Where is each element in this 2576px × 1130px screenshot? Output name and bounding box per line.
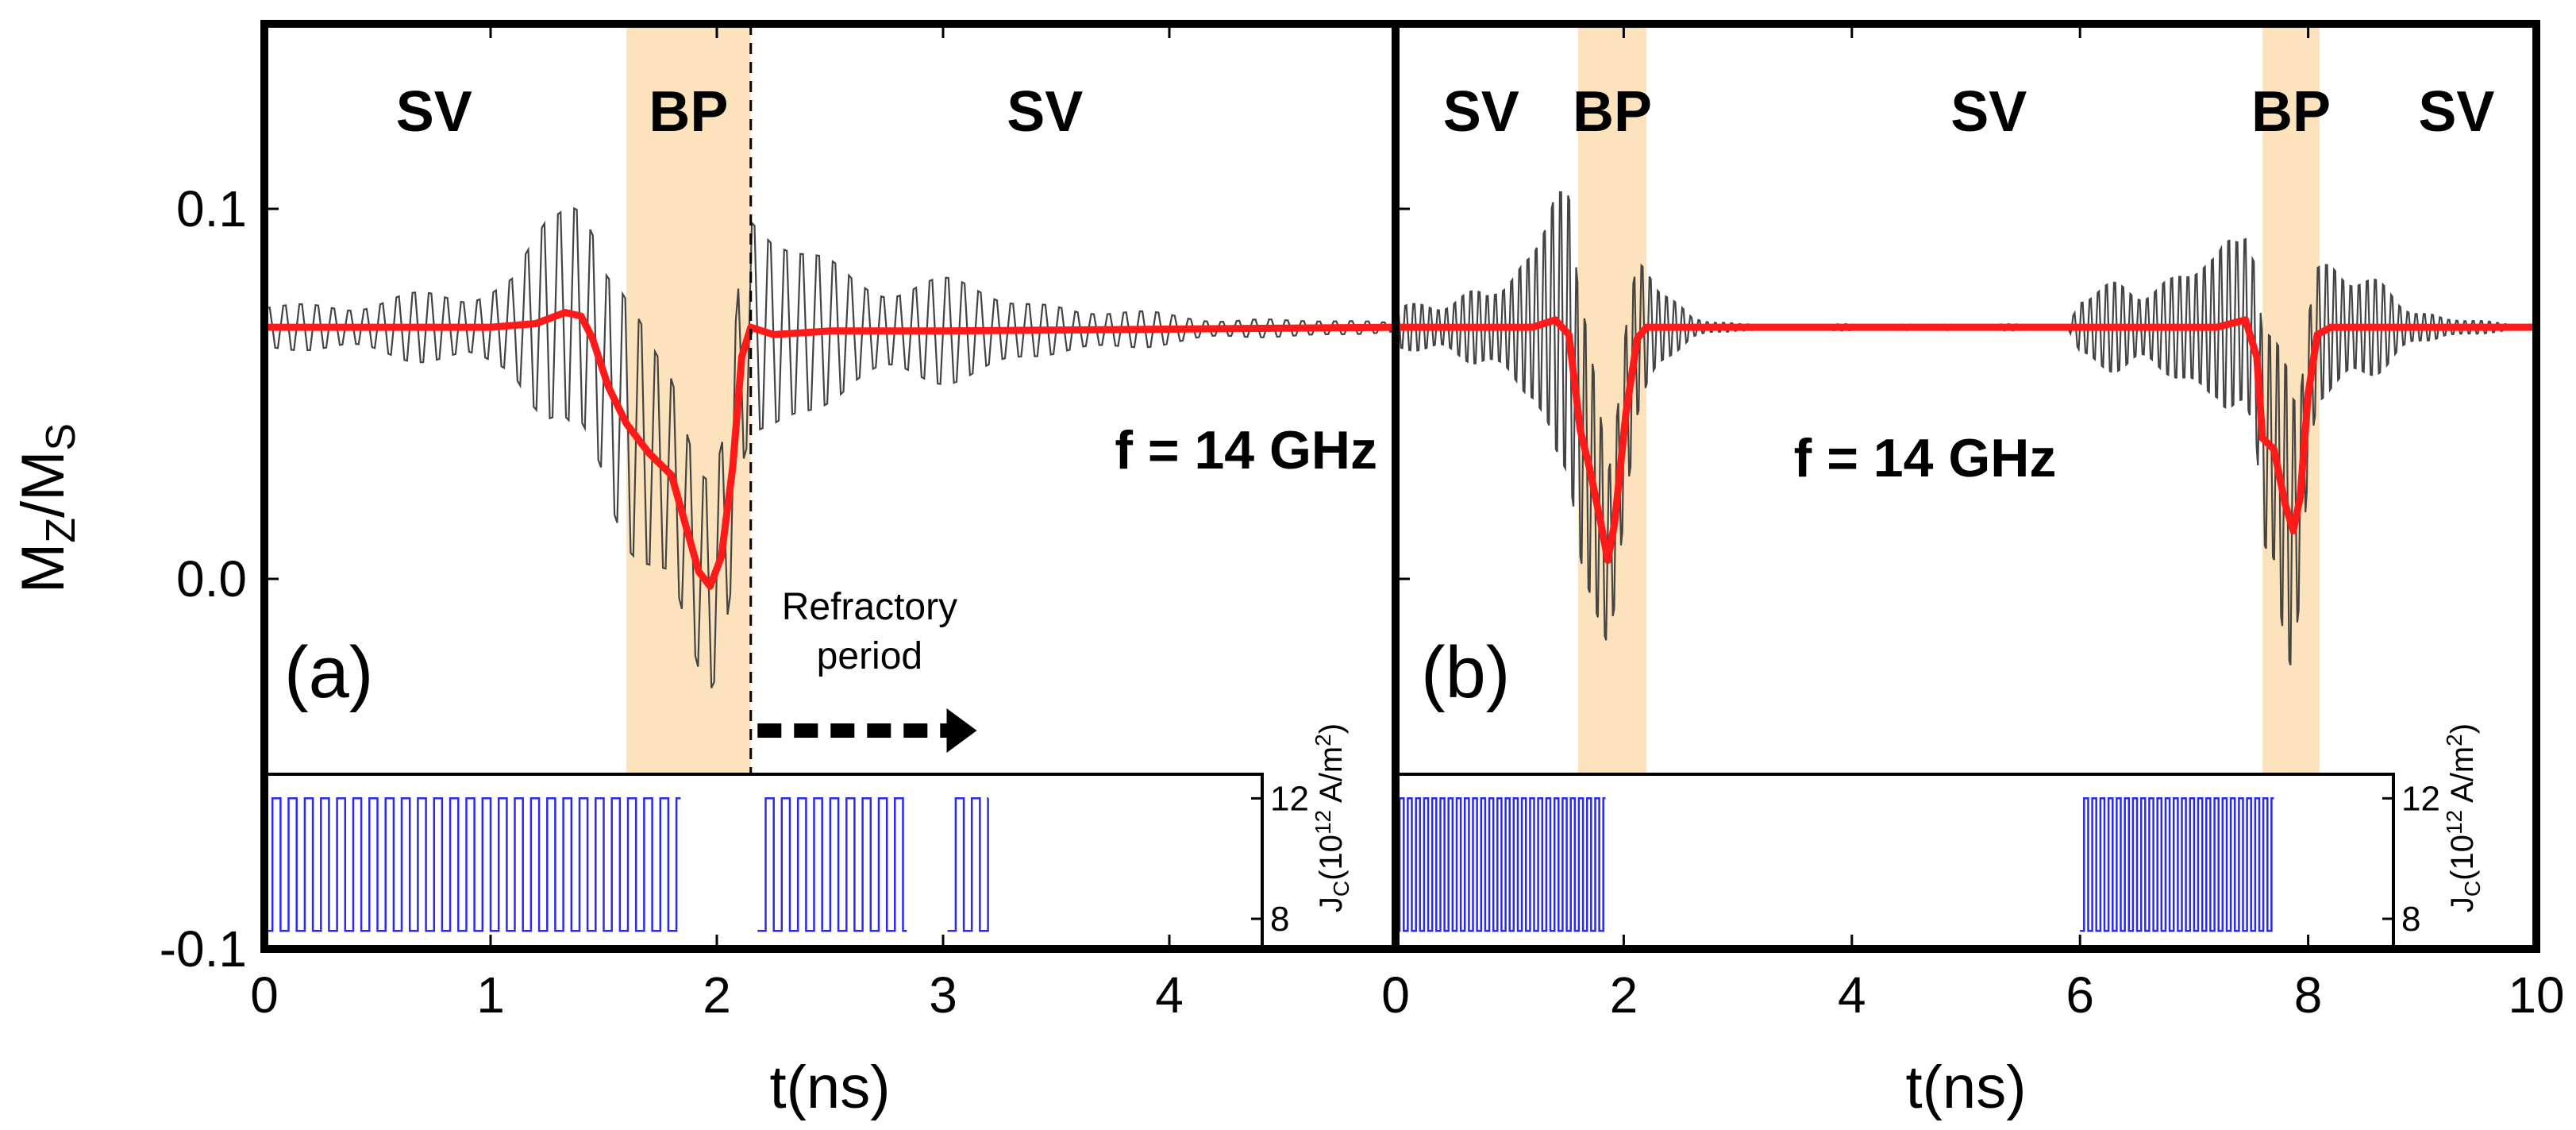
magnetization-average-line (1396, 316, 2536, 565)
x-tick-label: 4 (1155, 966, 1184, 1024)
x-tick-label: 0 (1381, 966, 1410, 1024)
x-axis-title-a: t(ns) (770, 1054, 891, 1121)
inset-tick-label: 12 (1270, 779, 1309, 818)
region-label-sv: SV (2418, 80, 2494, 144)
x-tick-label: 0 (250, 966, 279, 1024)
x-tick-label: 2 (703, 966, 731, 1024)
panel-b: 8 12 JC(1012 A/m2) 0 2 4 6 8 10 SV BP SV BP SV f =… (1381, 24, 2565, 1121)
current-inset-box (263, 773, 1264, 951)
x-tick-label: 6 (2066, 966, 2094, 1024)
current-pulse-train (264, 797, 681, 932)
panel-label-b: (b) (1421, 632, 1510, 713)
region-label-sv: SV (1950, 80, 2027, 144)
x-axis-title-b: t(ns) (1906, 1054, 2027, 1121)
region-label-sv: SV (396, 80, 472, 144)
region-label-bp: BP (1573, 80, 1652, 144)
region-label-bp: BP (2251, 80, 2331, 144)
region-label-bp: BP (649, 80, 728, 144)
x-tick-label: 3 (929, 966, 957, 1024)
current-pulse-train (947, 797, 989, 932)
x-tick-label: 2 (1610, 966, 1638, 1024)
region-label-sv: SV (1007, 80, 1083, 144)
inset-tick-label: 12 (2401, 779, 2440, 818)
refractory-label-line2: period (817, 635, 922, 677)
current-pulse-train (2080, 797, 2274, 932)
refractory-arrow-head (946, 708, 977, 753)
refractory-label-line1: Refractory (782, 586, 957, 628)
panel-a: 812 JC(1012 A/m2) 0 1 2 3 4 0-0.10.00.1 SV BP S… (160, 24, 1410, 1121)
region-label-sv: SV (1443, 80, 1519, 144)
panel-label-a: (a) (284, 632, 373, 713)
x-tick-label: 10 (2508, 966, 2564, 1024)
inset-tick-label: 8 (2401, 900, 2420, 939)
y-tick-label: 0.0 (176, 550, 247, 607)
current-pulse-train (1396, 797, 1606, 932)
magnetization-average-line (264, 309, 1396, 590)
y-axis-title: MZ/MS (10, 423, 84, 593)
y-tick-label: 0.1 (176, 180, 247, 237)
current-density-axis-title: JC(1012 A/m2) (2442, 723, 2485, 912)
current-pulse-train (757, 797, 907, 932)
x-tick-label: 0 (1381, 966, 1410, 1024)
x-tick-label: 8 (2294, 966, 2323, 1024)
frequency-label: f = 14 GHz (1115, 420, 1377, 480)
x-tick-label: 4 (1838, 966, 1866, 1024)
panel-b-frame (1392, 20, 2540, 953)
x-tick-label: 1 (476, 966, 505, 1024)
current-density-axis-title: JC(1012 A/m2) (1311, 723, 1353, 912)
inset-tick-label: 8 (1270, 900, 1289, 939)
frequency-label: f = 14 GHz (1794, 428, 2057, 488)
y-tick-label: -0.1 (160, 920, 247, 978)
